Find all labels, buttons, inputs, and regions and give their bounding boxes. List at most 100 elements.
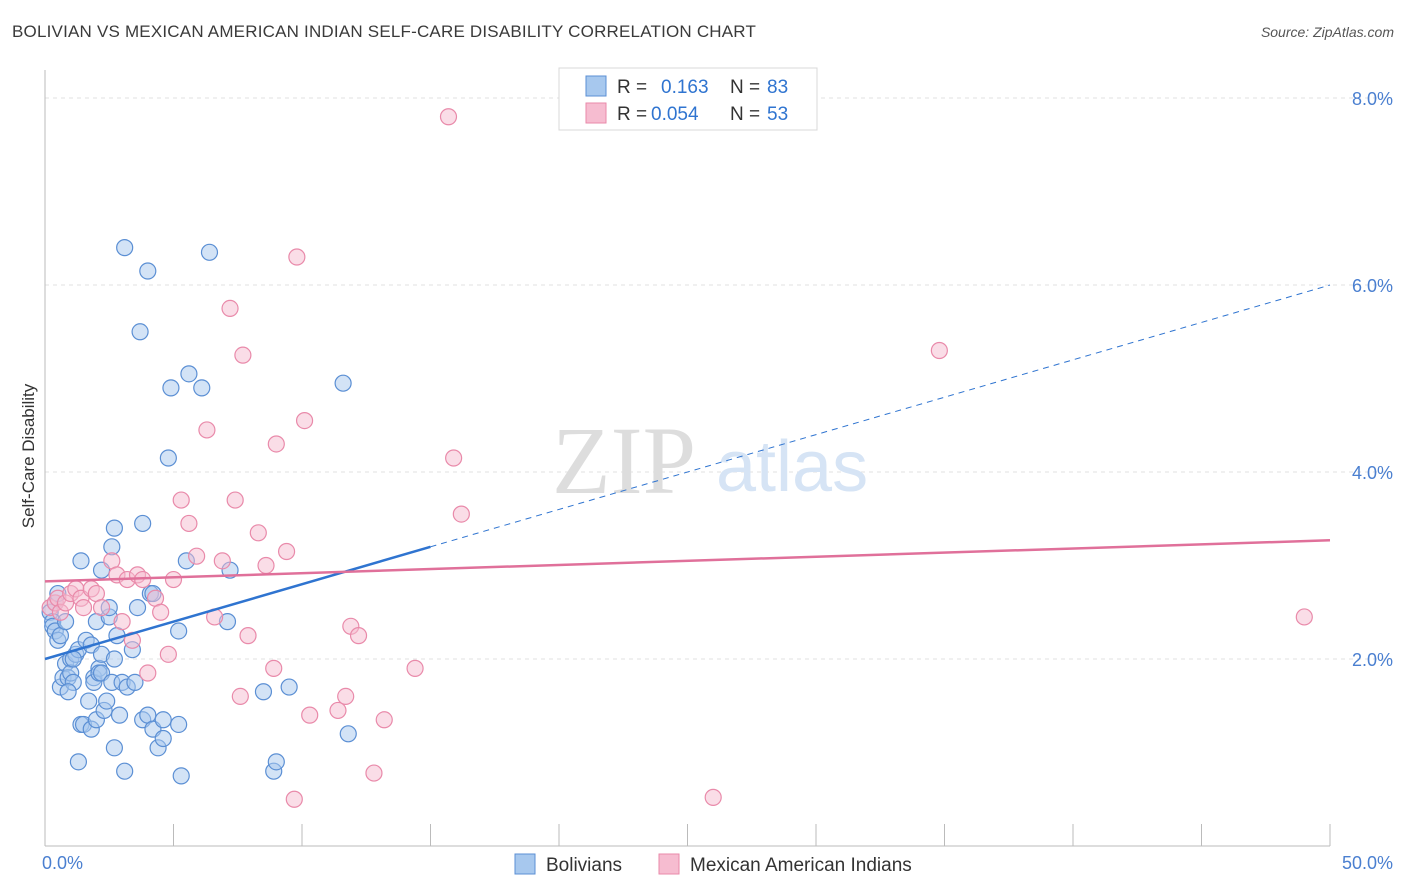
mexican-american-indians-point-24 — [172, 491, 190, 509]
grid-lines — [45, 97, 1392, 660]
stats-swatch-pink — [585, 102, 607, 124]
bolivians-point-76 — [280, 678, 298, 696]
bolivians-point-46 — [116, 239, 134, 257]
stats-n-value-1: 83 — [767, 77, 788, 98]
mexican-american-indians-point-11 — [92, 598, 111, 617]
mexican-american-indians-point-22 — [159, 645, 177, 663]
mexican-american-indians-point-44 — [329, 701, 347, 720]
mexican-american-indians-point-48 — [365, 764, 383, 782]
stats-r-value-2: 0.054 — [651, 104, 699, 125]
mexican-american-indians-point-29 — [213, 552, 231, 570]
watermark-atlas: atlas — [716, 427, 868, 507]
x-tick-label-1: 50.0% — [1342, 853, 1393, 873]
bolivians-point-65 — [170, 715, 188, 734]
stats-r-value-1: 0.163 — [661, 77, 709, 98]
legend-swatch-mexican-american-indians — [658, 853, 680, 875]
bolivians-point-18 — [69, 753, 88, 771]
bolivians-point-60 — [154, 711, 172, 729]
mexican-american-indians-point-45 — [337, 687, 355, 706]
mexican-american-indians-point-56 — [1295, 608, 1313, 626]
mexican-american-indians-point-19 — [139, 664, 157, 682]
bolivians-point-41 — [105, 519, 123, 537]
bolivians-point-64 — [170, 622, 188, 640]
bolivians-point-77 — [334, 374, 352, 392]
bolivians-point-70 — [200, 243, 219, 261]
legend-swatch-bolivians — [514, 853, 536, 875]
mexican-american-indians-point-52 — [445, 449, 463, 467]
mexican-american-indians-point-49 — [375, 711, 393, 729]
bolivians-point-63 — [162, 379, 180, 397]
mexican-american-indians-point-25 — [180, 514, 198, 533]
mexican-american-indians-point-43 — [301, 706, 319, 724]
mexican-american-indians-point-35 — [249, 524, 267, 542]
bolivians-trend-extension — [430, 284, 1331, 548]
bolivians-point-75 — [267, 753, 285, 771]
mexican-american-indians-point-50 — [406, 659, 424, 677]
bolivians-point-50 — [126, 673, 144, 691]
bolivians-point-68 — [180, 365, 198, 383]
watermark: ZIP atlas — [552, 407, 868, 514]
stats-swatch-blue — [585, 75, 607, 97]
mexican-american-indians-point-34 — [239, 627, 257, 645]
mexican-american-indians-point-38 — [267, 435, 285, 453]
bolivians-point-44 — [110, 706, 129, 724]
mexican-american-indians-point-30 — [221, 299, 239, 318]
bolivians-point-69 — [193, 379, 211, 397]
bolivians-point-82 — [128, 598, 147, 617]
legend-label-mexican-american-indians: Mexican American Indians — [690, 855, 912, 876]
mexican-american-indians-point-39 — [277, 542, 296, 561]
bolivians-point-66 — [172, 767, 190, 785]
y-tick-label-0: 2.0% — [1352, 650, 1393, 670]
mexican-american-indians-point-27 — [198, 421, 216, 439]
bolivians-point-42 — [105, 739, 123, 757]
mexican-american-indians-point-53 — [452, 505, 470, 523]
bolivians-point-20 — [72, 552, 90, 570]
bolivians-point-23 — [80, 692, 98, 710]
y-tick-label-1: 4.0% — [1352, 463, 1393, 483]
stats-n-value-2: 53 — [767, 104, 788, 125]
mexican-american-indians-point-14 — [113, 613, 131, 631]
mexican-american-indians-point-40 — [285, 790, 303, 808]
mexican-american-indians-point-23 — [164, 570, 183, 589]
bolivians-point-78 — [339, 725, 357, 743]
bolivians-point-40 — [105, 650, 123, 668]
mexican-american-indians-trend-line — [44, 539, 1331, 583]
bolivians-point-35 — [98, 692, 116, 710]
mexican-american-indians-point-36 — [257, 556, 275, 575]
stats-n-label-1: N = — [730, 77, 760, 98]
bolivians-point-51 — [131, 323, 149, 341]
y-tick-label-3: 8.0% — [1352, 89, 1393, 109]
mexican-american-indians-point-42 — [295, 412, 314, 430]
bolivians-point-73 — [254, 683, 273, 701]
bolivians-point-80 — [59, 683, 77, 701]
bolivians-point-62 — [159, 449, 177, 467]
mexican-american-indians-point-41 — [288, 248, 306, 266]
x-tick-label-0: 0.0% — [42, 853, 83, 873]
bolivians-point-52 — [134, 514, 152, 533]
bolivians-trend-line — [44, 545, 431, 661]
chart-source: Source: ZipAtlas.com — [1260, 24, 1394, 40]
mexican-american-indians-point-26 — [188, 547, 206, 565]
mexican-american-indians-point-32 — [231, 687, 249, 706]
mexican-american-indians-point-47 — [349, 627, 368, 645]
chart-title: BOLIVIAN VS MEXICAN AMERICAN INDIAN SELF… — [12, 22, 757, 41]
mexican-american-indians-point-37 — [265, 659, 283, 677]
series-legend: Bolivians Mexican American Indians — [514, 853, 912, 876]
bolivians-point-47 — [116, 762, 134, 780]
y-tick-label-2: 6.0% — [1352, 276, 1393, 296]
tick-labels: 2.0% 4.0% 6.0% 8.0% 0.0% 50.0% — [42, 89, 1393, 873]
mexican-american-indians-point-21 — [152, 603, 170, 621]
trend-lines — [44, 284, 1331, 661]
y-axis-title: Self-Care Disability — [19, 383, 38, 528]
mexican-american-indians-point-55 — [930, 341, 948, 360]
bolivians-point-54 — [139, 262, 157, 280]
stats-n-label-2: N = — [730, 104, 760, 125]
watermark-zip: ZIP — [552, 407, 696, 514]
mexican-american-indians-point-51 — [439, 108, 458, 126]
stats-legend: R = 0.163 N = 83 R = 0.054 N = 53 — [558, 67, 818, 131]
mexican-american-indians-point-31 — [226, 491, 244, 509]
data-points — [41, 108, 1313, 808]
bolivians-point-61 — [154, 729, 172, 748]
mexican-american-indians-point-54 — [704, 788, 722, 806]
